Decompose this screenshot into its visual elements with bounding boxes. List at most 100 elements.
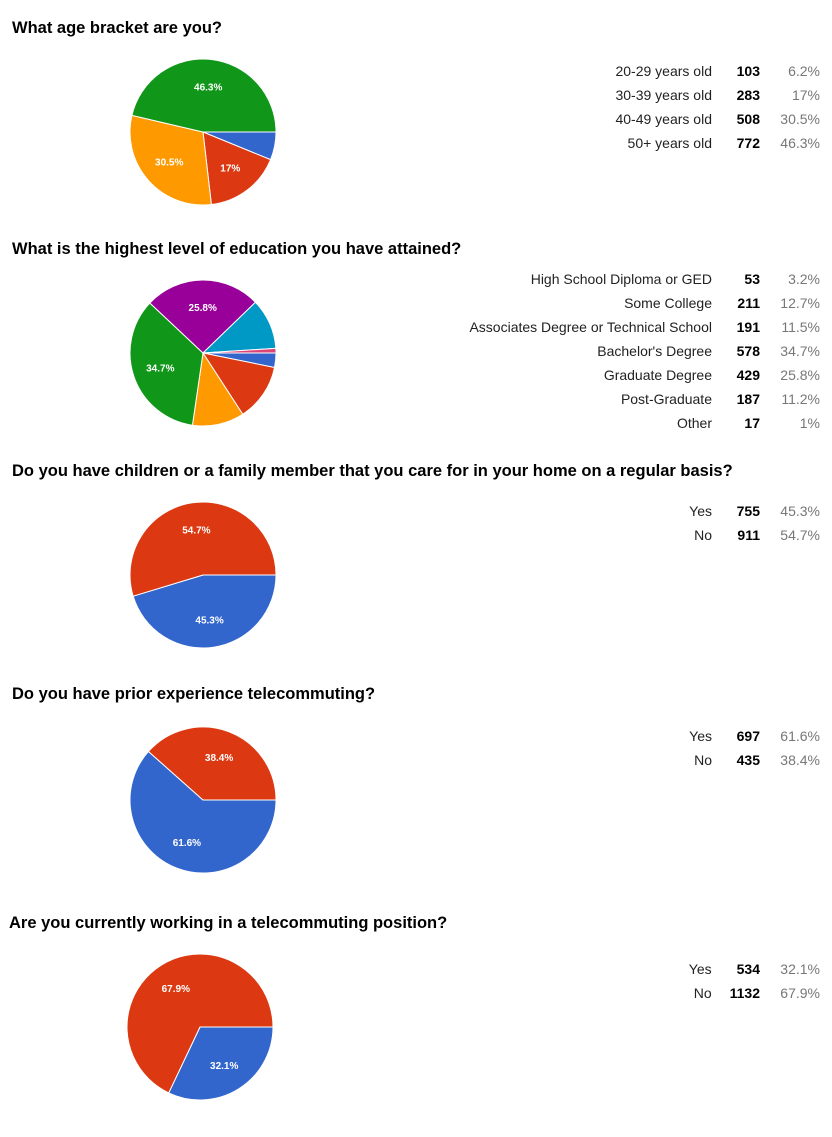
pie-slice-label: 25.8% [189, 303, 217, 314]
legend-row: No 1132 67.9% [689, 981, 820, 1005]
legend-row: Yes 697 61.6% [689, 724, 820, 748]
question-education: What is the highest level of education y… [0, 225, 832, 455]
pie-slice-yes [129, 750, 277, 874]
legend-label: 20-29 years old [615, 63, 712, 79]
pie-slice-label: 46.3% [194, 83, 222, 94]
pie-slice-label: 32.1% [210, 1061, 238, 1072]
legend-row: Associates Degree or Technical School 191… [469, 315, 820, 339]
pie-slice-label: 17% [220, 164, 240, 175]
legend-label: No [694, 527, 712, 543]
legend-row: Yes 534 32.1% [689, 957, 820, 981]
legend-label: No [694, 752, 712, 768]
legend-percent: 11.5% [781, 319, 820, 335]
legend-label: 30-39 years old [615, 87, 712, 103]
pie-slice-label: 38.4% [205, 753, 233, 764]
legend-label: Yes [688, 961, 712, 977]
pie-chart: 32.1% 67.9% [126, 953, 274, 1101]
legend-count: 103 [736, 63, 760, 79]
legend-percent: 34.7% [780, 343, 820, 359]
legend-count: 435 [736, 752, 760, 768]
legend-label: No [693, 985, 712, 1001]
legend-count: 755 [736, 503, 760, 519]
legend-count: 578 [736, 343, 760, 359]
legend-label: Graduate Degree [603, 367, 712, 383]
legend-percent: 12.7% [780, 295, 820, 311]
legend-count: 1132 [729, 985, 760, 1001]
legend-label: Post-Graduate [620, 391, 712, 407]
pie-chart: 17% 30.5% 46.3% [129, 58, 277, 206]
pie-slice-other [202, 347, 277, 354]
legend-percent: 45.3% [780, 503, 820, 519]
question-title: What age bracket are you? [12, 19, 222, 37]
question-title: What is the highest level of education y… [12, 240, 462, 258]
legend-label: Associates Degree or Technical School [469, 319, 712, 335]
legend-row: Graduate Degree 429 25.8% [469, 363, 820, 387]
question-title: Do you have children or a family member … [12, 462, 733, 480]
pie-slice-no [129, 501, 277, 597]
question-title: Do you have prior experience telecommuti… [12, 685, 376, 703]
legend-row: 20-29 years old 103 6.2% [615, 59, 820, 83]
pie-slice-label: 61.6% [173, 838, 201, 849]
pie-slice-yes [132, 574, 277, 649]
legend-count: 911 [737, 527, 760, 543]
legend-percent: 6.2% [788, 63, 820, 79]
legend-table: 20-29 years old 103 6.2% 30-39 years old 283… [615, 59, 820, 155]
question-prior-experience: Do you have prior experience telecommuti… [0, 680, 832, 905]
pie-slice-graduate-degree [149, 279, 257, 354]
pie-slice-label: 67.9% [162, 984, 190, 995]
legend-row: Other 17 1% [469, 411, 820, 435]
legend-row: 40-49 years old 508 30.5% [615, 107, 820, 131]
legend-count: 429 [736, 367, 760, 383]
pie-slice-no [147, 726, 277, 801]
legend-count: 697 [736, 728, 760, 744]
legend-percent: 67.9% [780, 985, 820, 1001]
legend-label: 50+ years old [627, 135, 712, 151]
legend-label: 40-49 years old [615, 111, 712, 127]
legend-row: No 435 38.4% [689, 748, 820, 772]
legend-label: Other [676, 415, 712, 431]
legend-count: 508 [736, 111, 760, 127]
legend-count: 211 [737, 295, 760, 311]
legend-label: Yes [689, 503, 712, 519]
legend-count: 187 [736, 391, 760, 407]
question-current-position: Are you currently working in a telecommu… [0, 905, 832, 1137]
legend-percent: 3.2% [788, 271, 820, 287]
legend-row: Bachelor's Degree 578 34.7% [469, 339, 820, 363]
legend-percent: 54.7% [780, 527, 820, 543]
legend-table: Yes 697 61.6% No 435 38.4% [689, 724, 820, 772]
legend-row: High School Diploma or GED 53 3.2% [469, 267, 820, 291]
pie-slice-no [126, 953, 274, 1094]
legend-count: 534 [736, 961, 760, 977]
legend-label: Bachelor's Degree [597, 343, 712, 359]
legend-percent: 11.2% [781, 391, 820, 407]
legend-label: Some College [624, 295, 712, 311]
legend-row: Some College 211 12.7% [469, 291, 820, 315]
legend-percent: 38.4% [780, 752, 820, 768]
legend-count: 772 [736, 135, 760, 151]
legend-percent: 25.8% [780, 367, 820, 383]
pie-slice-bachelor-s-degree [129, 302, 204, 426]
pie-slice-40-49-years-old [129, 114, 212, 206]
legend-row: No 911 54.7% [689, 523, 820, 547]
legend-row: 50+ years old 772 46.3% [615, 131, 820, 155]
pie-chart: 34.7% 25.8% [129, 279, 277, 427]
pie-slice-label: 45.3% [195, 615, 223, 626]
legend-row: Post-Graduate 187 11.2% [469, 387, 820, 411]
legend-percent: 17% [791, 87, 820, 103]
legend-label: High School Diploma or GED [530, 271, 712, 287]
question-title: Are you currently working in a telecommu… [9, 914, 448, 932]
pie-slice-some-college [201, 352, 276, 415]
legend-count: 191 [736, 319, 760, 335]
pie-chart: 61.6% 38.4% [129, 726, 277, 874]
pie-slice-30-39-years-old [202, 131, 272, 206]
legend-count: 17 [744, 415, 760, 431]
legend-percent: 32.1% [780, 961, 820, 977]
pie-slice-label: 54.7% [182, 526, 210, 537]
legend-table: Yes 534 32.1% No 1132 67.9% [689, 957, 820, 1005]
pie-chart: 45.3% 54.7% [129, 501, 277, 649]
legend-table: High School Diploma or GED 53 3.2% Some Col… [469, 267, 820, 435]
legend-percent: 46.3% [780, 135, 820, 151]
pie-slice-50-years-old [131, 58, 277, 133]
legend-percent: 1% [799, 415, 820, 431]
pie-slice-label: 30.5% [155, 158, 183, 169]
